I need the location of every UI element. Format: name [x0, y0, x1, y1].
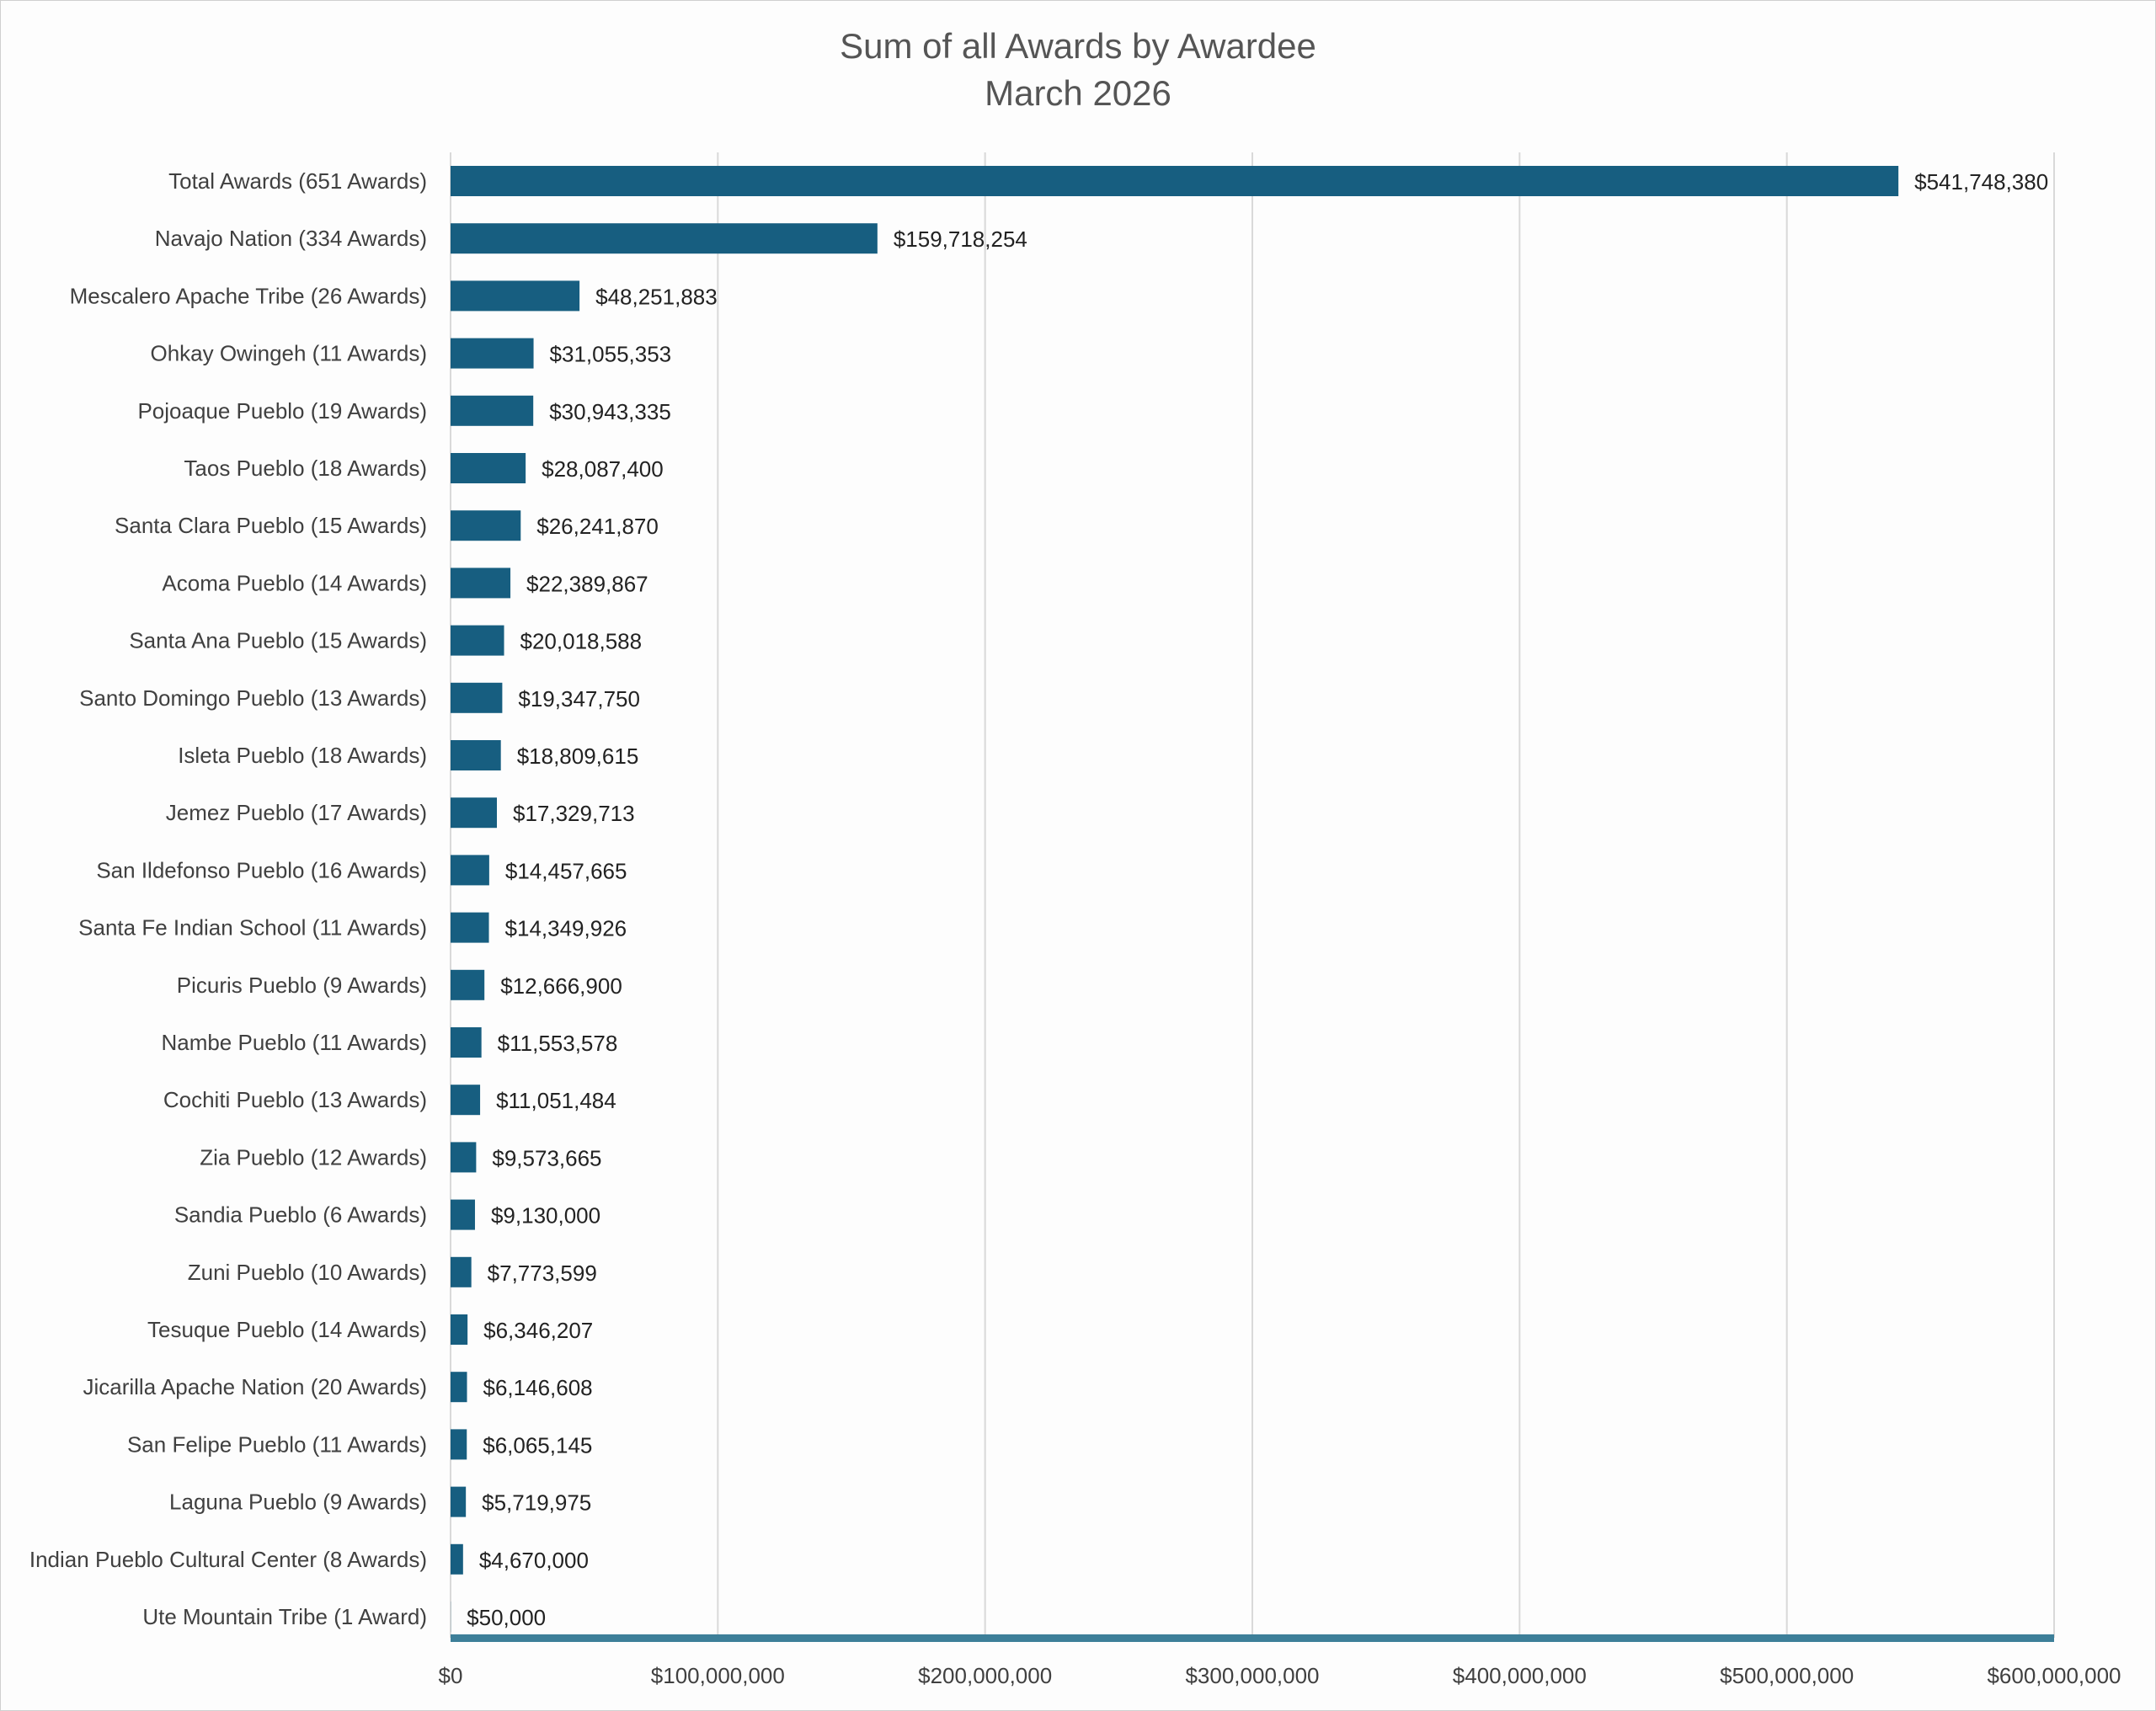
bar: [451, 912, 489, 943]
category-label: Zia Pueblo (12 Awards): [200, 1144, 427, 1170]
category-label: Jicarilla Apache Nation (20 Awards): [83, 1374, 427, 1399]
bar: [451, 1256, 472, 1287]
data-label: $17,329,713: [513, 801, 635, 826]
gridlines: [450, 152, 2055, 1642]
bar: [451, 625, 504, 656]
data-label: $48,251,883: [595, 284, 718, 309]
category-label: Pojoaque Pueblo (19 Awards): [137, 398, 427, 424]
bar: [451, 1429, 467, 1460]
bar: [451, 280, 580, 312]
x-tick-label: $200,000,000: [918, 1663, 1052, 1688]
value-labels: $541,748,380 $159,718,254 $48,251,883 $31,0…: [467, 169, 2048, 1630]
bar: [451, 395, 534, 426]
data-label: $12,666,900: [500, 973, 622, 999]
category-label: Taos Pueblo (18 Awards): [184, 456, 427, 481]
data-label: $20,018,588: [520, 629, 643, 654]
data-label: $14,349,926: [505, 916, 627, 941]
x-tick-label: $100,000,000: [651, 1663, 785, 1688]
chart-subtitle: March 2026: [985, 73, 1171, 113]
chart-title: Sum of all Awards by Awardee: [840, 26, 1316, 66]
x-tick-label: $400,000,000: [1453, 1663, 1587, 1688]
data-label: $159,718,254: [894, 227, 1027, 252]
data-label: $31,055,353: [550, 342, 672, 367]
category-label: Picuris Pueblo (9 Awards): [177, 973, 427, 998]
data-label: $6,346,207: [483, 1318, 593, 1343]
data-label: $18,809,615: [517, 744, 639, 769]
category-label: Tesuque Pueblo (14 Awards): [147, 1317, 427, 1342]
x-tick-label: $500,000,000: [1720, 1663, 1854, 1688]
category-label: Cochiti Pueblo (13 Awards): [163, 1087, 427, 1112]
data-label: $5,719,975: [482, 1490, 591, 1516]
x-tick-label: $0: [439, 1663, 463, 1688]
category-label: San Felipe Pueblo (11 Awards): [127, 1431, 427, 1457]
category-label: Nambe Pueblo (11 Awards): [161, 1030, 427, 1055]
bar: [451, 1199, 475, 1230]
bar: [451, 568, 511, 599]
category-label: Laguna Pueblo (9 Awards): [169, 1490, 427, 1515]
bar: [451, 338, 534, 369]
data-label: $28,087,400: [542, 456, 664, 482]
category-label: Navajo Nation (334 Awards): [155, 226, 427, 251]
category-label: Total Awards (651 Awards): [168, 168, 427, 194]
data-label: $14,457,665: [505, 858, 627, 883]
bar: [451, 855, 489, 886]
data-label: $11,553,578: [498, 1031, 618, 1056]
data-label: $4,670,000: [479, 1548, 589, 1573]
x-axis-line: [451, 1634, 2054, 1642]
bar: [451, 682, 503, 713]
bars: [451, 166, 1899, 1632]
category-label: Santa Ana Pueblo (15 Awards): [129, 628, 427, 653]
data-label: $22,389,867: [526, 571, 648, 596]
bar: [451, 453, 526, 483]
category-label: Jemez Pueblo (17 Awards): [166, 800, 427, 825]
bar: [451, 223, 878, 254]
data-label: $11,051,484: [496, 1088, 616, 1113]
data-label: $6,146,608: [483, 1375, 593, 1400]
data-label: $30,943,335: [549, 399, 671, 424]
bar: [451, 1314, 468, 1345]
bar: [451, 1142, 477, 1173]
category-label: San Ildefonso Pueblo (16 Awards): [96, 857, 427, 882]
bar: [451, 797, 497, 829]
category-labels: Total Awards (651 Awards) Navajo Nation (…: [29, 168, 427, 1629]
data-label: $541,748,380: [1914, 169, 2048, 195]
data-label: $7,773,599: [488, 1261, 597, 1286]
category-label: Ute Mountain Tribe (1 Award): [142, 1604, 427, 1629]
bar: [451, 1543, 463, 1575]
category-label: Santa Fe Indian School (11 Awards): [78, 915, 427, 941]
category-label: Indian Pueblo Cultural Center (8 Awards): [29, 1547, 427, 1572]
data-label: $19,347,750: [518, 686, 640, 712]
x-tick-label: $300,000,000: [1185, 1663, 1319, 1688]
category-label: Zuni Pueblo (10 Awards): [188, 1260, 427, 1285]
bar: [451, 510, 521, 541]
data-label: $26,241,870: [536, 514, 659, 539]
category-label: Santo Domingo Pueblo (13 Awards): [79, 685, 427, 711]
data-label: $9,130,000: [491, 1203, 600, 1229]
bar: [451, 740, 501, 770]
category-label: Isleta Pueblo (18 Awards): [178, 743, 427, 768]
category-label: Sandia Pueblo (6 Awards): [174, 1202, 427, 1228]
x-axis-tick-labels: $0 $100,000,000 $200,000,000 $300,000,000 $4…: [439, 1663, 2121, 1688]
category-label: Santa Clara Pueblo (15 Awards): [115, 513, 427, 538]
x-tick-label: $600,000,000: [1987, 1663, 2121, 1688]
category-label: Ohkay Owingeh (11 Awards): [150, 341, 427, 366]
category-label: Acoma Pueblo (14 Awards): [162, 570, 427, 595]
bar: [451, 1027, 482, 1058]
data-label: $50,000: [467, 1605, 546, 1630]
bar: [451, 1085, 481, 1116]
data-label: $9,573,665: [492, 1145, 601, 1170]
category-label: Mescalero Apache Tribe (26 Awards): [70, 283, 427, 308]
bar: [451, 1486, 467, 1517]
bar: [451, 969, 485, 1000]
bar: [451, 1372, 467, 1403]
bar: [451, 166, 1899, 196]
data-label: $6,065,145: [483, 1432, 592, 1458]
